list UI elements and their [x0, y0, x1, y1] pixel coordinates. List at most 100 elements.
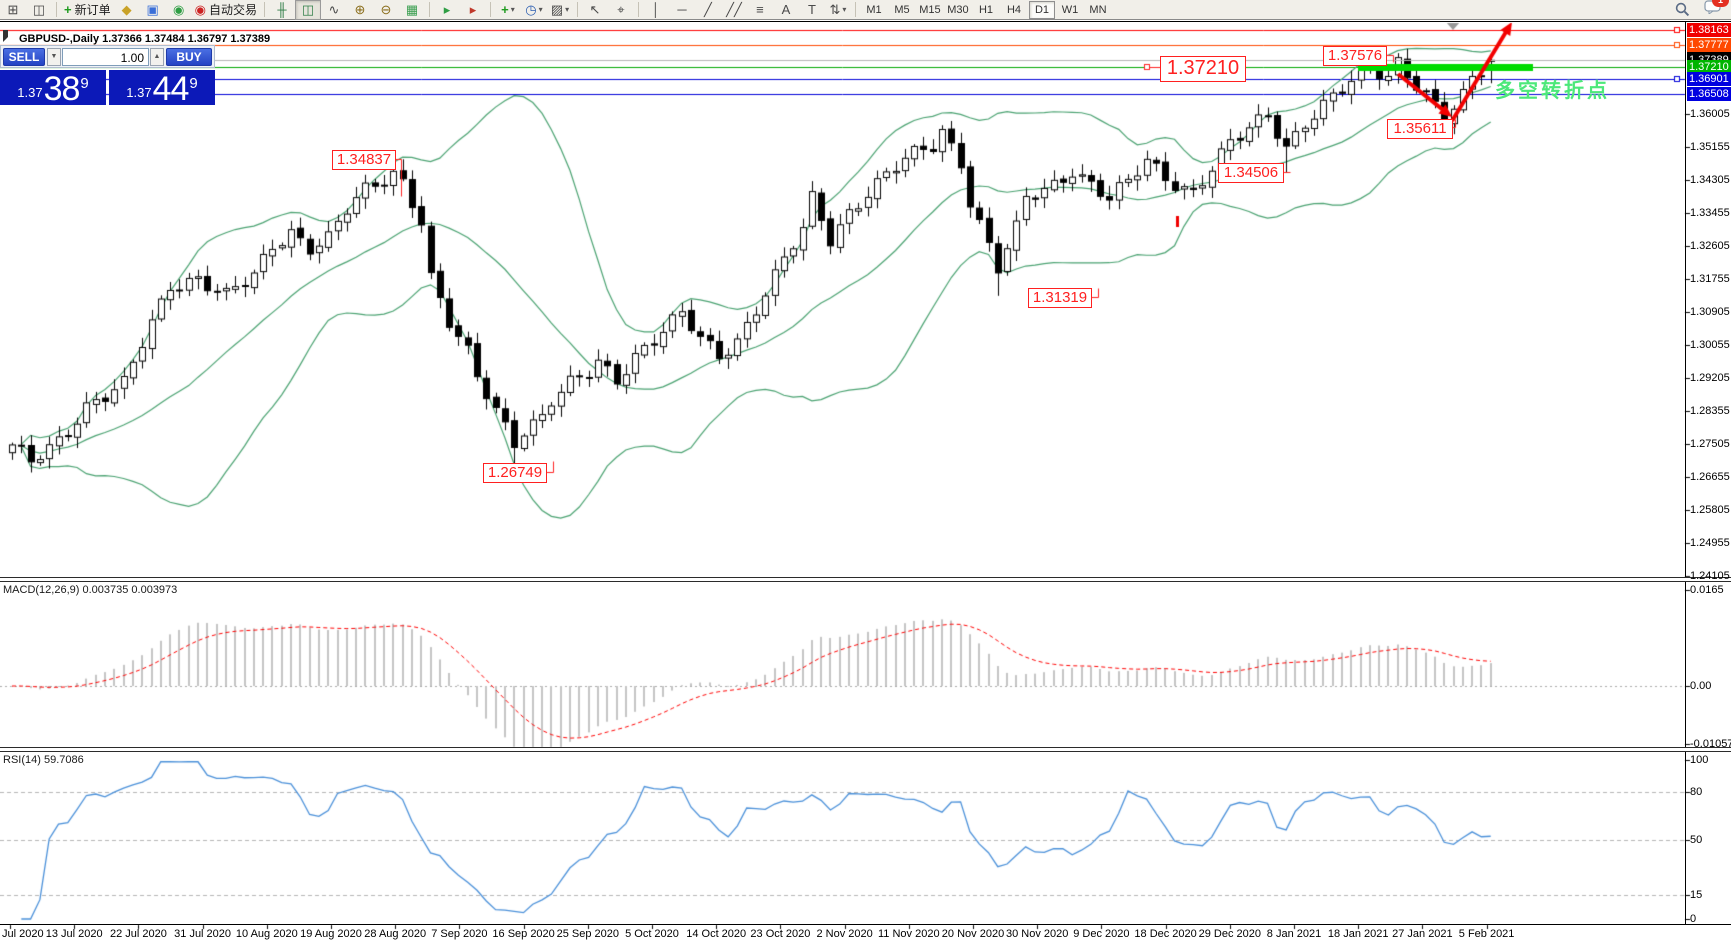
bid-price[interactable]: 1.37 38 9	[0, 70, 106, 106]
new-order-button[interactable]: + 新订单	[61, 0, 114, 20]
sell-button[interactable]: SELL	[3, 47, 45, 66]
rsi-scale-label: 80	[1690, 785, 1703, 798]
price-annotation-box[interactable]: 1.31319	[1028, 288, 1092, 308]
search-icon[interactable]	[1675, 2, 1690, 17]
candlestick-chart-icon[interactable]: ◫	[294, 0, 321, 20]
buy-button[interactable]: BUY	[166, 47, 212, 66]
price-tick-label: 1.29205	[1690, 371, 1730, 384]
templates-icon[interactable]: ▨ ▾	[547, 0, 573, 20]
ask-price[interactable]: 1.37 44 9	[109, 70, 215, 106]
toolbar-separator	[428, 2, 430, 17]
chart-shift-icon[interactable]: ▸	[460, 0, 486, 20]
price-axis-line	[1685, 22, 1686, 925]
bid-price-pip: 9	[80, 75, 89, 92]
dropdown-arrow-icon[interactable]: ▾	[538, 4, 543, 14]
auto-scroll-icon[interactable]: ▸	[434, 0, 460, 20]
timeframe-m1[interactable]: M1	[866, 3, 882, 16]
signals-icon[interactable]: ◉	[166, 0, 192, 20]
price-level-badge: 1.37777	[1687, 38, 1731, 53]
chart-context-icon[interactable]	[3, 30, 15, 42]
dropdown-arrow-icon[interactable]: ▾	[510, 4, 515, 14]
dropdown-arrow-icon[interactable]: ▾	[565, 4, 570, 14]
toolbar-separator	[854, 2, 856, 17]
date-label: 28 Aug 2020	[364, 928, 427, 940]
crosshair-icon: ⌖	[617, 1, 625, 17]
bid-price-prefix: 1.37	[17, 85, 43, 100]
timeframe-h4[interactable]: H4	[1006, 3, 1021, 16]
date-label: 9 Dec 2020	[1073, 928, 1130, 940]
timeframe-m5[interactable]: M5	[894, 3, 910, 16]
timeframe-m30[interactable]: M30	[947, 3, 969, 16]
price-tick-label: 1.34305	[1690, 173, 1730, 186]
volume-down-button[interactable]: ▼	[47, 47, 61, 66]
terminal-icon[interactable]: ▣	[140, 0, 166, 20]
chart-symbol-period: GBPUSD-,Daily	[19, 33, 100, 45]
autotrading-button-label: 自动交易	[208, 2, 257, 17]
cursor-icon[interactable]: ↖	[582, 0, 608, 20]
bar-chart-icon[interactable]: ╫	[269, 0, 295, 20]
trendline-icon[interactable]: ╱	[695, 0, 721, 20]
macd-scale-label: 0.0165	[1690, 584, 1724, 596]
zoom-out-icon[interactable]: ⊖	[373, 0, 399, 20]
toolbar-separator	[489, 2, 491, 17]
indicators-icon[interactable]: + ▾	[495, 0, 521, 20]
timeframe-w1[interactable]: W1	[1061, 3, 1079, 16]
price-tick-label: 1.30055	[1690, 338, 1730, 351]
toolbar-separator	[576, 2, 578, 17]
wallet-icon[interactable]: ◆	[114, 0, 140, 20]
price-tick-label: 1.24105	[1690, 569, 1730, 582]
zoom-in-icon[interactable]: ⊕	[347, 0, 373, 20]
volume-input[interactable]: 1.00	[62, 47, 149, 66]
periods-icon[interactable]: ◷ ▾	[521, 0, 547, 20]
periods-icon: ◷	[525, 1, 537, 17]
arrows-icon[interactable]: ⇅ ▾	[825, 0, 851, 20]
dropdown-arrow-icon[interactable]: ▾	[842, 4, 847, 14]
price-tick-label: 1.31755	[1690, 272, 1730, 285]
price-tick-label: 1.26655	[1690, 470, 1730, 483]
pane-splitter-macd[interactable]	[0, 577, 1731, 582]
autotrading-button[interactable]: ◉ 自动交易	[192, 0, 260, 20]
price-annotation-box[interactable]: 1.37210	[1160, 56, 1246, 82]
text-icon[interactable]: A	[773, 0, 799, 20]
text-icon: A	[781, 1, 791, 17]
price-annotation-box[interactable]: 1.37576	[1323, 46, 1387, 66]
price-annotation-box[interactable]: 1.26749	[483, 463, 547, 483]
timeframe-h1[interactable]: H1	[978, 3, 993, 16]
vertical-line-icon[interactable]: │	[643, 0, 669, 20]
date-label: 29 Dec 2020	[1198, 928, 1261, 940]
text-label-icon[interactable]: T	[799, 0, 825, 20]
toolbar-separator	[56, 2, 57, 17]
crosshair-icon[interactable]: ⌖	[608, 0, 634, 20]
notifications-icon[interactable]: 1	[1704, 0, 1729, 19]
timeframe-m15[interactable]: M15	[919, 3, 941, 16]
horizontal-line-icon: ─	[677, 1, 687, 17]
timeframe-mn[interactable]: MN	[1089, 3, 1107, 16]
new-chart-icon: ⊞	[7, 1, 19, 17]
date-label: 16 Sep 2020	[492, 928, 555, 940]
date-label: 13 Jul 2020	[45, 928, 103, 940]
new-order-button: +	[64, 1, 72, 17]
pane-splitter-rsi[interactable]	[0, 747, 1731, 752]
fibonacci-icon[interactable]: ≡	[747, 0, 773, 20]
bar-chart-icon: ╫	[277, 1, 287, 17]
new-chart-icon[interactable]: ⊞	[0, 0, 26, 20]
date-label: 30 Nov 2020	[1005, 928, 1069, 940]
ask-price-prefix: 1.37	[126, 85, 152, 100]
rsi-scale-label: 15	[1690, 889, 1703, 902]
fibonacci-icon: ≡	[756, 1, 764, 17]
price-annotation-box[interactable]: 1.35611	[1387, 119, 1453, 139]
horizontal-line-icon[interactable]: ─	[669, 0, 695, 20]
profiles-icon[interactable]: ◫	[26, 0, 52, 20]
timeframe-d1[interactable]: D1	[1028, 0, 1055, 19]
time-axis: Jul 2020 13 Jul 2020 22 Jul 2020 31 Jul 202…	[0, 928, 1731, 944]
trade-controls-row: SELL ▼ 1.00 ▲ BUY	[0, 45, 215, 68]
volume-up-button[interactable]: ▲	[150, 47, 164, 66]
price-annotation-box[interactable]: 1.34837	[332, 150, 396, 170]
channel-icon[interactable]: ╱╱	[721, 0, 747, 20]
ohlc-open: 1.37366	[102, 33, 142, 45]
line-chart-icon[interactable]: ∿	[321, 0, 347, 20]
price-annotation-box[interactable]: 1.34506	[1218, 163, 1284, 183]
tile-windows-icon[interactable]: ▦	[399, 0, 425, 20]
